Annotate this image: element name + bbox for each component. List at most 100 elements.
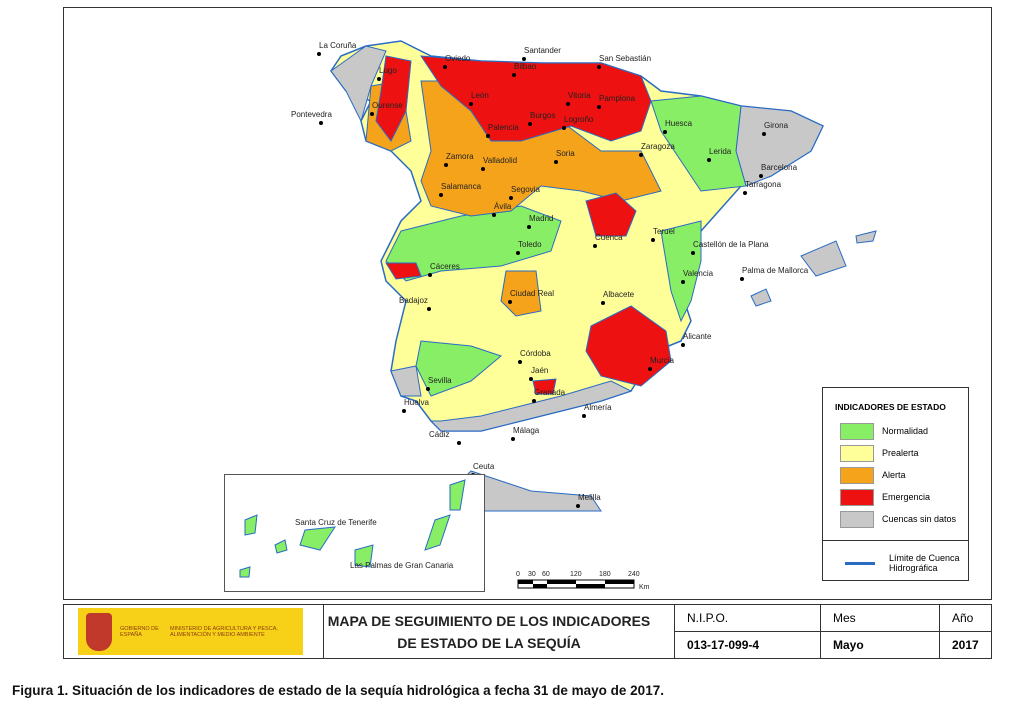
city-dot bbox=[511, 437, 515, 441]
legend-label: Prealerta bbox=[882, 448, 919, 458]
city-dot bbox=[527, 225, 531, 229]
ibiza bbox=[750, 288, 772, 307]
region-sin-datos-catalunya bbox=[735, 105, 824, 187]
city-label: Barcelona bbox=[761, 163, 798, 172]
city-label: Alicante bbox=[683, 332, 712, 341]
city-dot bbox=[562, 126, 566, 130]
menorca bbox=[855, 230, 877, 244]
city-dot bbox=[457, 441, 461, 445]
city-label: Soria bbox=[556, 149, 575, 158]
map-frame: La Coruña Santander San Sebastián Oviedo Bil… bbox=[63, 7, 992, 600]
scale-tick: 30 bbox=[528, 571, 536, 578]
city-dot bbox=[681, 343, 685, 347]
legend-item: Normalidad bbox=[840, 420, 968, 442]
legend-swatch bbox=[840, 444, 874, 462]
region-emergencia-norte bbox=[420, 55, 652, 142]
city-label: Murcia bbox=[650, 356, 675, 365]
city-dot bbox=[532, 399, 536, 403]
city-dot bbox=[691, 251, 695, 255]
city-dot bbox=[443, 65, 447, 69]
city-label: Palencia bbox=[488, 123, 519, 132]
city-label: Melilla bbox=[578, 493, 601, 502]
city-label: Vitoria bbox=[568, 91, 591, 100]
city-dot bbox=[508, 300, 512, 304]
city-label: Badajoz bbox=[399, 296, 428, 305]
city-label: Teruel bbox=[653, 227, 675, 236]
city-dot bbox=[740, 277, 744, 281]
city-dot bbox=[576, 504, 580, 508]
legend-label: Emergencia bbox=[882, 492, 931, 502]
city-dot bbox=[492, 213, 496, 217]
city-dot bbox=[402, 409, 406, 413]
blue-line-icon bbox=[845, 561, 875, 565]
city-label: Ávila bbox=[494, 202, 512, 211]
city-label: Segovia bbox=[511, 185, 540, 194]
scale-unit: Km bbox=[639, 584, 650, 591]
city-dot bbox=[651, 238, 655, 242]
city-label: Sevilla bbox=[428, 376, 452, 385]
region-emergencia-cuenca bbox=[585, 192, 637, 237]
legend-basin-limit: Límite de Cuenca Hidrográfica bbox=[845, 553, 968, 573]
scale-tick: 240 bbox=[628, 571, 640, 578]
city-dot bbox=[481, 167, 485, 171]
city-dot bbox=[597, 65, 601, 69]
city-label: León bbox=[471, 91, 489, 100]
city-label: Valladolid bbox=[483, 156, 517, 165]
city-dot bbox=[582, 414, 586, 418]
legend-line-label: Límite de Cuenca bbox=[889, 553, 960, 563]
city-label: Lugo bbox=[379, 66, 397, 75]
region-emergencia-granada bbox=[532, 378, 557, 395]
legend: INDICADORES DE ESTADO Normalidad Prealert… bbox=[822, 387, 969, 581]
city-dot bbox=[439, 193, 443, 197]
region-alerta-guadiana bbox=[500, 270, 542, 317]
city-label: Ciudad Real bbox=[510, 289, 554, 298]
city-dot bbox=[377, 77, 381, 81]
figure-caption: Figura 1. Situación de los indicadores d… bbox=[12, 683, 664, 698]
city-label: Tarragona bbox=[745, 180, 782, 189]
legend-item: Emergencia bbox=[840, 486, 968, 508]
legend-line-label: Hidrográfica bbox=[889, 563, 938, 573]
canary-islands-map: Santa Cruz de Tenerife Las Palmas de Gra… bbox=[239, 479, 466, 578]
city-dot bbox=[601, 301, 605, 305]
city-label: Málaga bbox=[513, 426, 540, 435]
city-dot bbox=[639, 153, 643, 157]
mes-value: Mayo bbox=[821, 631, 939, 658]
city-label: Córdoba bbox=[520, 349, 551, 358]
legend-item: Prealerta bbox=[840, 442, 968, 464]
city-label: Valencia bbox=[683, 269, 714, 278]
city-dot bbox=[444, 163, 448, 167]
legend-swatch bbox=[840, 510, 874, 528]
legend-label: Alerta bbox=[882, 470, 906, 480]
mes-label: Mes bbox=[833, 611, 856, 625]
city-dot bbox=[759, 174, 763, 178]
nipo-label: N.I.P.O. bbox=[687, 611, 729, 625]
region-normalidad-guadalquivir bbox=[415, 340, 503, 397]
legend-swatch bbox=[840, 488, 874, 506]
city-label: Santa Cruz de Tenerife bbox=[295, 518, 377, 527]
map-title: DE ESTADO DE LA SEQUÍA bbox=[397, 634, 581, 651]
city-label: Huelva bbox=[404, 398, 429, 407]
city-dot bbox=[469, 102, 473, 106]
legend-label: Normalidad bbox=[882, 426, 929, 436]
scale-tick: 120 bbox=[570, 571, 582, 578]
city-dot bbox=[370, 112, 374, 116]
city-dot bbox=[486, 134, 490, 138]
scale-bar: 0 30 60 120 180 240 Km bbox=[514, 568, 654, 600]
scale-tick: 180 bbox=[599, 571, 611, 578]
city-dot bbox=[554, 160, 558, 164]
city-dot bbox=[509, 196, 513, 200]
city-label: Palma de Mallorca bbox=[742, 266, 809, 275]
legend-item: Cuencas sin datos bbox=[840, 508, 968, 530]
city-label: Cáceres bbox=[430, 262, 460, 271]
city-label: Salamanca bbox=[441, 182, 482, 191]
legend-label: Cuencas sin datos bbox=[882, 514, 957, 524]
city-label: Huesca bbox=[665, 119, 693, 128]
scale-tick: 60 bbox=[542, 571, 550, 578]
city-label: Zamora bbox=[446, 152, 474, 161]
city-dot bbox=[566, 102, 570, 106]
city-dot bbox=[707, 158, 711, 162]
region-emergencia-caceres bbox=[385, 262, 422, 280]
region-emergencia-segura bbox=[585, 305, 672, 387]
city-dot bbox=[512, 73, 516, 77]
legend-swatch bbox=[840, 422, 874, 440]
